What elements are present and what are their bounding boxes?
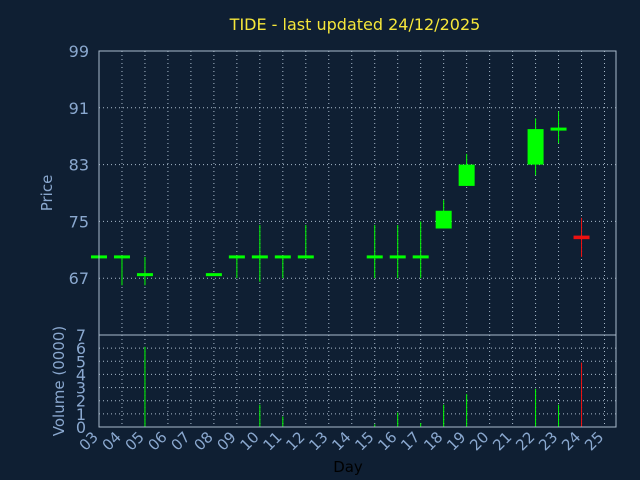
candle-body — [412, 255, 429, 259]
candle-body — [136, 273, 153, 277]
x-axis-label: Day — [333, 458, 363, 476]
candle-body — [389, 255, 406, 259]
x-axis-ticks: 0304050607080910111213141516171819202122… — [76, 428, 608, 454]
price-tick-label: 83 — [69, 156, 89, 175]
candle-body — [251, 255, 268, 259]
volume-tick-label: 7 — [76, 326, 86, 345]
volume-bars — [144, 346, 583, 427]
x-tick-label: 25 — [581, 428, 607, 454]
candle-body — [113, 255, 130, 259]
volume-axis-label: Volume (0000) — [50, 326, 68, 436]
chart-title: TIDE - last updated 24/12/2025 — [229, 15, 481, 34]
price-tick-label: 91 — [69, 99, 89, 118]
candle-body — [435, 210, 452, 229]
price-tick-label: 99 — [69, 42, 89, 61]
price-tick-label: 75 — [69, 212, 89, 231]
volume-tick-label: 5 — [76, 352, 86, 371]
volume-tick-label: 4 — [76, 365, 86, 384]
volume-tick-label: 6 — [76, 339, 86, 358]
price-axis-label: Price — [38, 175, 56, 212]
candles — [91, 111, 590, 286]
candle-body — [228, 255, 245, 259]
price-plot-frame — [98, 50, 617, 336]
price-tick-label: 67 — [69, 269, 89, 288]
volume-tick-label: 0 — [76, 418, 86, 437]
price-y-ticks: 67 75 83 91 99 — [69, 42, 89, 288]
candle-body — [366, 255, 383, 259]
candle-body — [297, 255, 314, 259]
volume-grid — [98, 334, 616, 427]
candle-body — [573, 235, 590, 240]
candle-body — [274, 255, 291, 259]
volume-tick-label: 3 — [76, 379, 86, 398]
candle-body — [550, 127, 567, 131]
volume-tick-label: 1 — [76, 405, 86, 424]
candle-body — [205, 273, 222, 277]
volume-tick-label: 2 — [76, 392, 86, 411]
volume-plot-frame — [98, 334, 617, 428]
candle-body — [458, 164, 475, 186]
price-grid — [98, 50, 616, 335]
candle-body — [527, 129, 544, 165]
